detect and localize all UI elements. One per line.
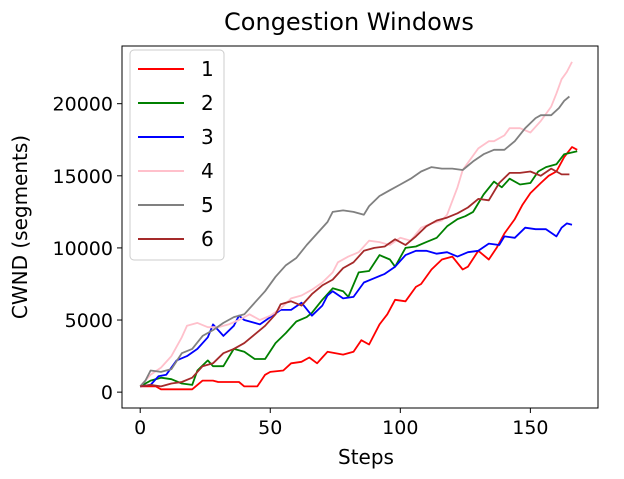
y-tick-label: 20000 xyxy=(53,94,113,116)
legend-label-1: 1 xyxy=(201,57,214,81)
legend-label-3: 3 xyxy=(201,125,214,149)
x-tick-label: 150 xyxy=(512,417,548,439)
x-tick-label: 0 xyxy=(134,417,146,439)
plot-frame xyxy=(121,45,599,409)
plot-series xyxy=(139,61,578,391)
y-tick-label: 5000 xyxy=(65,310,113,332)
series-line-5 xyxy=(139,95,570,388)
x-tick-label: 50 xyxy=(258,417,282,439)
x-axis-label: Steps xyxy=(338,445,394,469)
y-axis-label: CWND (segments) xyxy=(8,135,32,319)
legend-label-6: 6 xyxy=(201,227,214,251)
series-line-6 xyxy=(140,167,570,388)
y-tick-label: 0 xyxy=(101,382,113,404)
series-line-1 xyxy=(140,146,578,391)
legend: 1 2 3 4 5 6 xyxy=(129,49,225,261)
legend-label-2: 2 xyxy=(201,91,214,115)
legend-label-5: 5 xyxy=(201,193,214,217)
legend-label-4: 4 xyxy=(201,159,214,183)
x-axis: 0 50 100 150 xyxy=(134,408,549,439)
chart-title: Congestion Windows xyxy=(224,8,474,36)
y-tick-label: 10000 xyxy=(53,238,113,260)
y-tick-label: 15000 xyxy=(53,166,113,188)
y-axis: 0 5000 10000 15000 20000 xyxy=(53,94,122,404)
x-tick-label: 100 xyxy=(382,417,418,439)
